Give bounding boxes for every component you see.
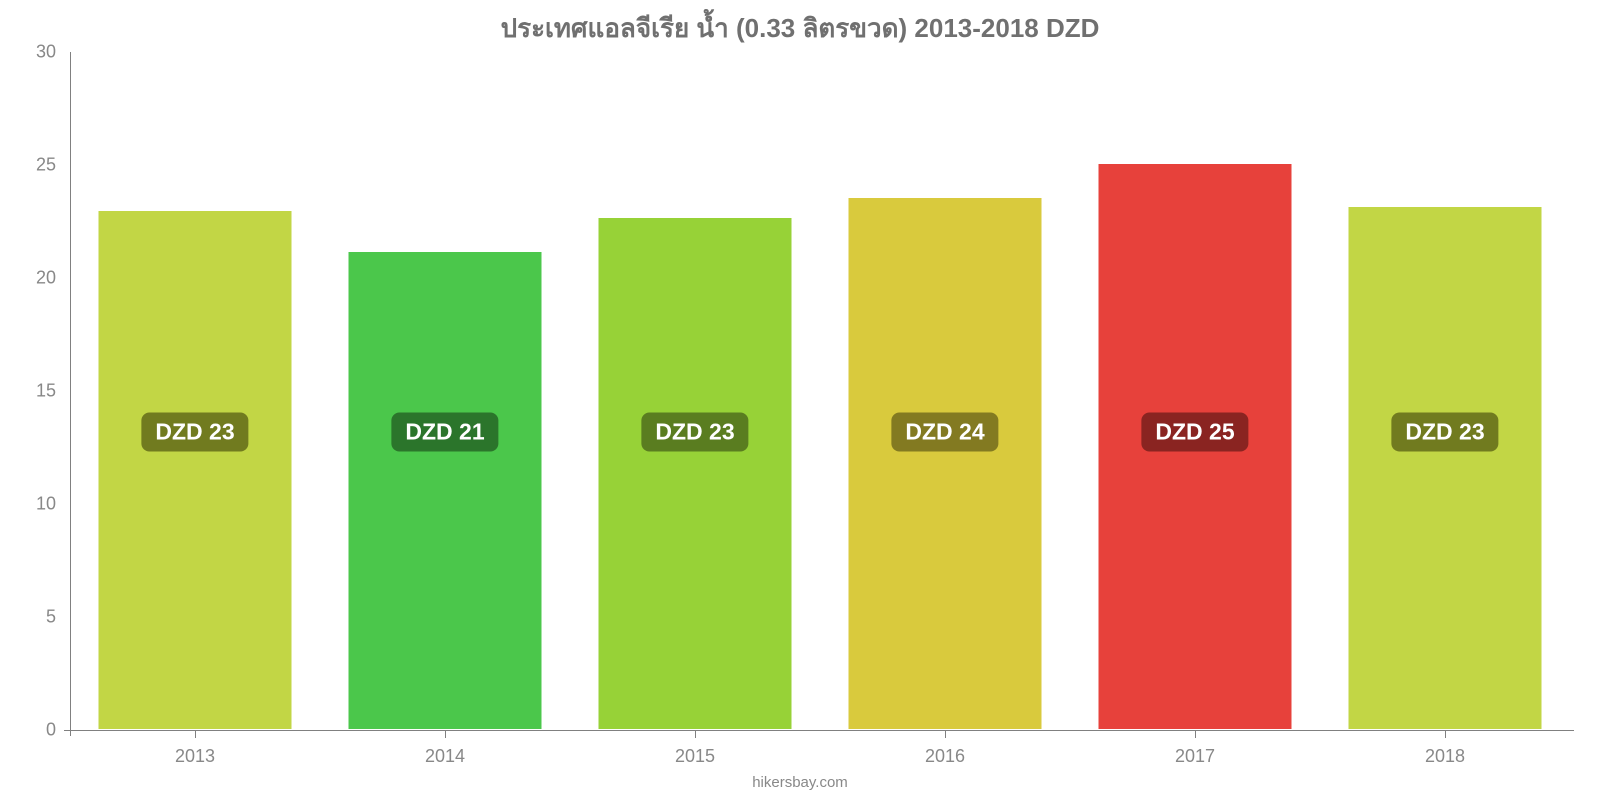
y-tick-label: 20: [36, 268, 56, 289]
bar-slot: DZD 23: [70, 52, 320, 730]
bar-slot: DZD 25: [1070, 52, 1320, 730]
y-axis: 051015202530: [0, 52, 70, 730]
chart-title: ประเทศแอลจีเรีย น้ำ (0.33 ลิตรขวด) 2013-…: [0, 8, 1600, 49]
y-tick-label: 30: [36, 42, 56, 63]
bar-slot: DZD 23: [1320, 52, 1570, 730]
x-tick: [445, 730, 446, 738]
y-tick-label: 15: [36, 381, 56, 402]
bar-slot: DZD 23: [570, 52, 820, 730]
x-tick-label: 2014: [320, 746, 570, 767]
plot-area: DZD 23 DZD 21 DZD 23 DZD 24 DZD 25 DZD 23: [70, 52, 1570, 730]
x-tick: [1445, 730, 1446, 738]
x-tick-label: 2017: [1070, 746, 1320, 767]
bar-slot: DZD 24: [820, 52, 1070, 730]
x-tick: [1195, 730, 1196, 738]
y-tick-label: 0: [46, 720, 56, 741]
x-tick: [695, 730, 696, 738]
x-tick-label: 2015: [570, 746, 820, 767]
x-axis-labels: 201320142015201620172018: [70, 746, 1570, 767]
bar: [348, 251, 543, 730]
y-tick-label: 5: [46, 607, 56, 628]
y-tick-label: 25: [36, 155, 56, 176]
bar: [98, 210, 293, 730]
bar-value-label: DZD 23: [641, 412, 748, 451]
y-tick-label: 10: [36, 494, 56, 515]
bar-value-label: DZD 25: [1141, 412, 1248, 451]
attribution: hikersbay.com: [0, 774, 1600, 791]
x-tick: [195, 730, 196, 738]
x-axis-line: [64, 730, 1574, 731]
bar-value-label: DZD 24: [891, 412, 998, 451]
bar: [598, 217, 793, 730]
bar: [1348, 206, 1543, 730]
bar-slot: DZD 21: [320, 52, 570, 730]
bar: [848, 197, 1043, 730]
x-tick-label: 2018: [1320, 746, 1570, 767]
x-tick-label: 2016: [820, 746, 1070, 767]
bars-group: DZD 23 DZD 21 DZD 23 DZD 24 DZD 25 DZD 23: [70, 52, 1570, 730]
x-tick-label: 2013: [70, 746, 320, 767]
bar-value-label: DZD 23: [141, 412, 248, 451]
bar-value-label: DZD 23: [1391, 412, 1498, 451]
chart-container: ประเทศแอลจีเรีย น้ำ (0.33 ลิตรขวด) 2013-…: [0, 0, 1600, 800]
x-tick: [945, 730, 946, 738]
bar-value-label: DZD 21: [391, 412, 498, 451]
